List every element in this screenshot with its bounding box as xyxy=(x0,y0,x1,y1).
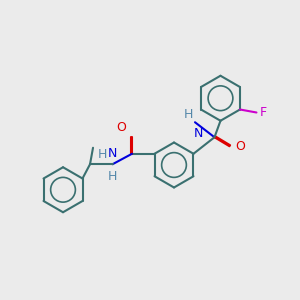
Text: O: O xyxy=(117,121,127,134)
Text: N: N xyxy=(193,127,203,140)
Text: N: N xyxy=(108,147,117,160)
Text: O: O xyxy=(235,140,245,153)
Text: H: H xyxy=(108,170,117,183)
Text: H: H xyxy=(184,108,194,121)
Text: H: H xyxy=(98,148,107,161)
Text: F: F xyxy=(260,106,267,119)
